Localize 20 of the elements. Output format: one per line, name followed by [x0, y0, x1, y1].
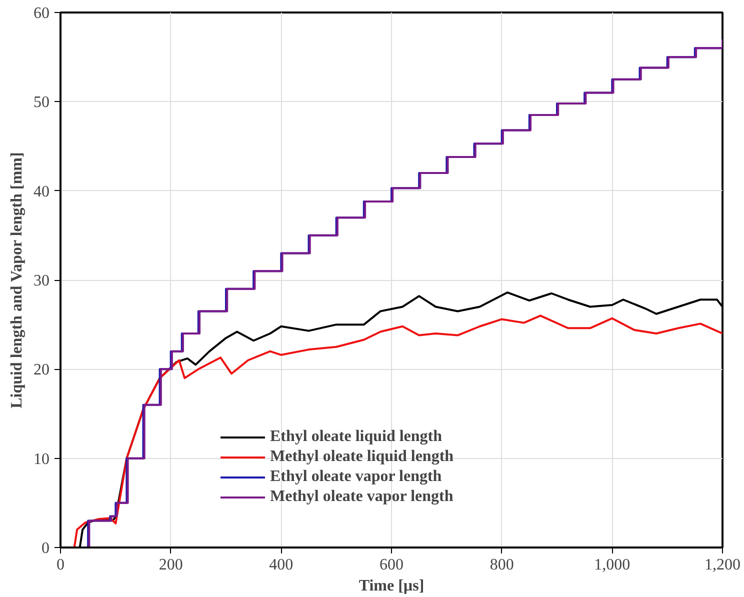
x-tick-label: 0: [56, 556, 64, 574]
legend-label: Ethyl oleate liquid length: [270, 428, 442, 446]
y-axis-title: Liquid length and Vapor length [mm]: [8, 152, 26, 408]
x-axis-title: Time [µs]: [358, 578, 424, 594]
x-tick-label: 400: [269, 556, 294, 574]
y-tick-label: 40: [34, 183, 50, 200]
legend-label: Methyl oleate vapor length: [270, 488, 454, 506]
legend-label: Ethyl oleate vapor length: [270, 468, 442, 486]
x-tick-label: 200: [158, 556, 183, 574]
legend-label: Methyl oleate liquid length: [270, 448, 454, 466]
y-tick-label: 10: [34, 450, 50, 468]
x-tick-label: 1,000: [594, 556, 630, 574]
y-tick-label: 60: [34, 5, 50, 22]
x-tick-label: 600: [380, 556, 404, 574]
y-tick-label: 0: [42, 540, 50, 557]
y-tick-label: 20: [34, 362, 50, 379]
x-tick-label: 800: [490, 556, 514, 574]
y-tick-label: 30: [34, 272, 50, 290]
y-tick-label: 50: [34, 94, 50, 112]
x-tick-label: 1,200: [704, 556, 740, 574]
